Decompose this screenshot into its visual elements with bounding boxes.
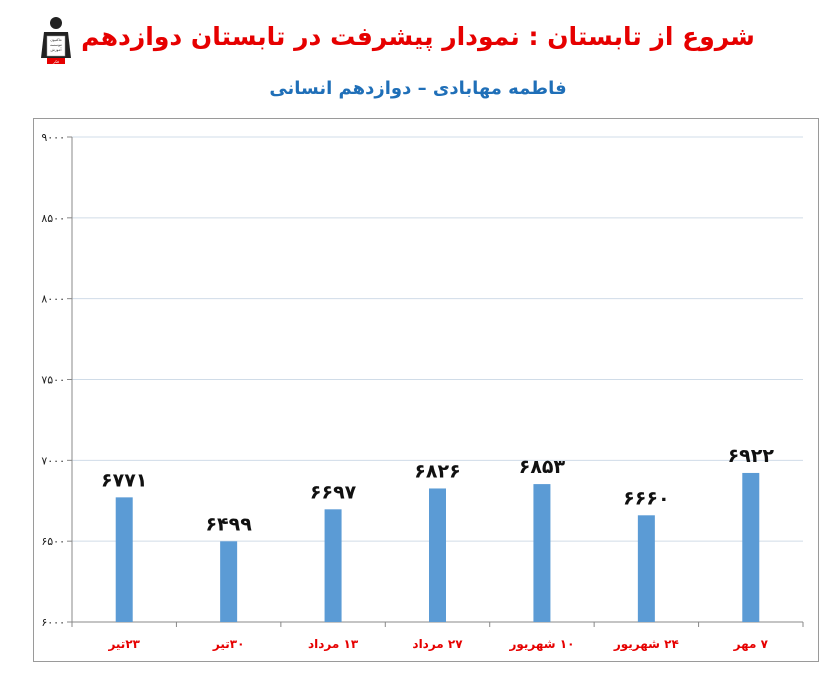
logo-text-1: ماکتبون [50, 38, 61, 42]
page-subtitle: فاطمه مهابادی – دوازدهم انسانی [269, 78, 567, 99]
logo-text-3: آموزش [51, 47, 63, 52]
page-title: شروع از تابستان : نمودار پیشرفت در تابست… [81, 22, 755, 51]
logo-text-2: موسسه [50, 43, 62, 47]
logo-text-4: فکر [52, 59, 59, 64]
chart-frame [33, 118, 819, 662]
graduate-logo-icon: ماکتبون موسسه آموزش فکر [41, 17, 71, 64]
